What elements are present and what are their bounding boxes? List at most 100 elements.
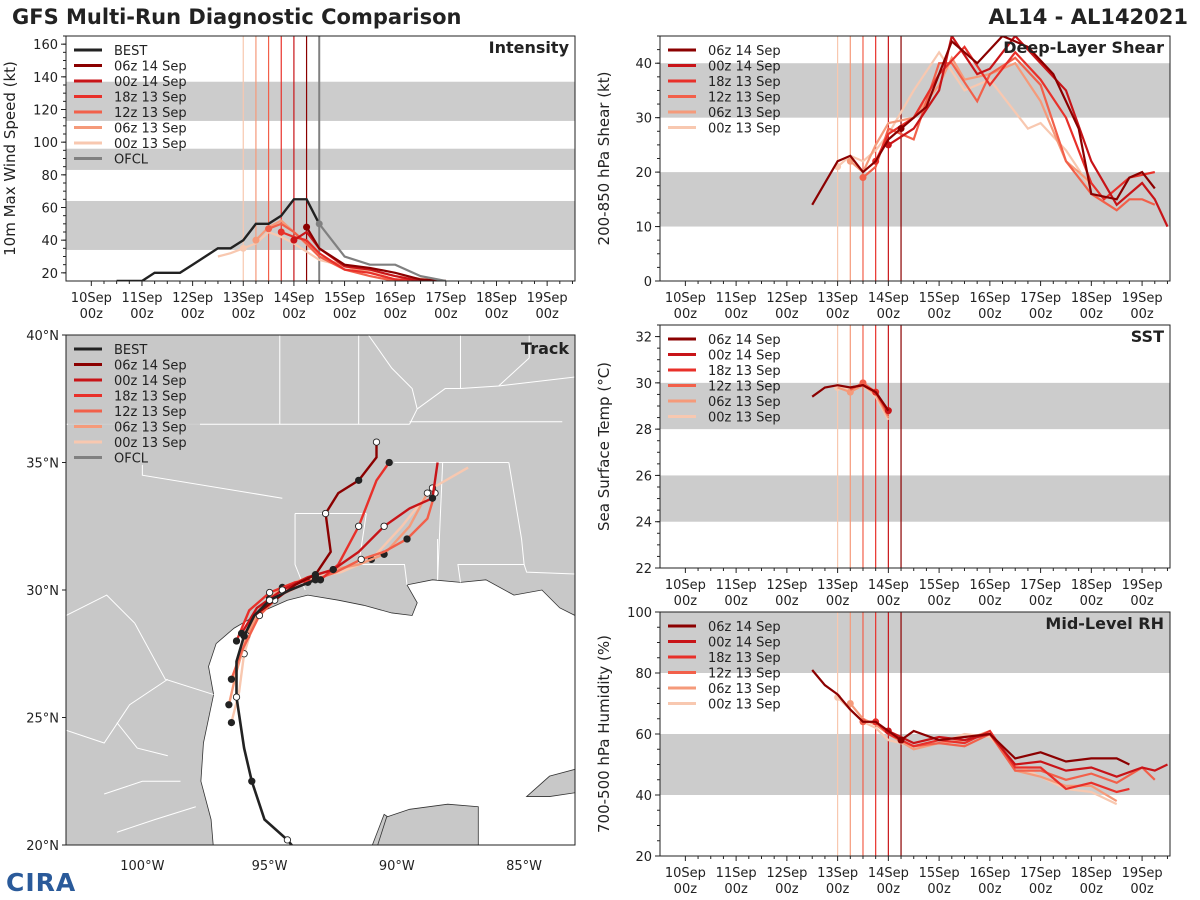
y-axis-label: Sea Surface Temp (°C) [595,362,613,531]
track-point [225,701,233,709]
panel-title: SST [1131,327,1164,346]
track-point [428,494,437,502]
sst-panel: 22242628303210Sep00z11Sep00z12Sep00z13Se… [595,324,1171,609]
x-tick-hour: 00z [1080,594,1104,609]
x-tick-hour: 00z [674,307,698,322]
legend-label: 06z 14 Sep [114,60,187,75]
series-line-06z-14-Sep [305,226,446,281]
state-border [409,357,530,425]
y-tick-label: 30 [635,112,652,127]
x-tick-hour: 00z [535,307,559,322]
x-tick-hour: 00z [877,307,901,322]
track-line-12z-13-Sep [230,492,437,680]
x-tick-hour: 00z [1130,882,1154,897]
y-tick-label: 20 [635,850,652,865]
track-point [329,565,337,574]
x-tick-day: 12Sep [172,291,213,306]
threshold-band [66,148,575,170]
series-line-06z-14-Sep [811,384,890,412]
x-tick-hour: 00z [775,594,799,609]
x-tick-hour: 00z [333,307,357,322]
x-tick-day: 10Sep [665,866,706,881]
panel-title: Mid-Level RH [1045,614,1164,633]
legend-label: 12z 13 Sep [708,91,781,106]
x-tick-day: 17Sep [425,291,466,306]
state-border [134,622,214,696]
x-tick-day: 18Sep [1071,866,1112,881]
legend-label: 12z 13 Sep [708,667,781,682]
lon-tick-label: 90°W [379,859,415,874]
y-tick-label: 28 [635,423,652,438]
legend-label: 12z 13 Sep [708,380,781,395]
series-line-06z-13-Sep [849,55,1093,184]
init-marker [290,236,298,244]
x-tick-hour: 00z [130,307,154,322]
legend-label: 18z 13 Sep [708,651,781,666]
init-marker [897,125,905,133]
init-marker [252,236,260,244]
series-line-06z-14-Sep [811,669,1130,766]
y-tick-label: 20 [41,267,58,282]
x-tick-day: 19Sep [1122,866,1163,881]
x-tick-hour: 00z [775,307,799,322]
x-tick-day: 14Sep [868,578,909,593]
track-point [403,535,411,543]
x-tick-day: 18Sep [1071,291,1112,306]
legend-label: 06z 14 Sep [708,44,781,59]
legend-label: 18z 13 Sep [708,75,781,90]
init-marker [239,244,247,252]
x-tick-day: 19Sep [527,291,568,306]
x-tick-day: 14Sep [868,866,909,881]
track-point [227,718,236,727]
series-line-12z-13-Sep [268,222,431,281]
y-tick-label: 140 [33,71,58,86]
panel-title: Deep-Layer Shear [1003,38,1164,57]
series-line-00z-14-Sep [293,230,438,281]
best-track-point [248,777,256,785]
state-border [116,806,196,833]
axes-frame [659,324,1171,569]
x-tick-day: 14Sep [273,291,314,306]
series-line-00z-14-Sep [887,730,1168,778]
legend-label: 00z 13 Sep [114,137,187,152]
state-border [358,513,408,585]
init-marker [265,225,273,233]
lat-tick-label: 20°N [26,839,59,854]
y-tick-label: 100 [627,606,652,621]
x-tick-day: 10Sep [71,291,112,306]
y-tick-label: 80 [635,667,652,682]
x-tick-hour: 00z [724,307,748,322]
x-tick-hour: 00z [434,307,458,322]
state-border [498,376,575,387]
legend-label: BEST [114,343,147,358]
x-tick-hour: 00z [282,307,306,322]
x-tick-day: 13Sep [223,291,264,306]
series-line-06z-14-Sep [811,36,1156,206]
legend-box [68,337,200,465]
legend-label: 06z 14 Sep [708,620,781,635]
x-tick-day: 12Sep [766,578,807,593]
threshold-band [660,612,1170,673]
legend-label: 00z 14 Sep [708,349,781,364]
best-track [235,578,316,845]
x-tick-day: 16Sep [969,866,1010,881]
x-tick-day: 19Sep [1122,578,1163,593]
track-point [265,588,274,597]
init-marker [277,228,285,236]
x-tick-day: 13Sep [817,578,858,593]
shear-panel: 01020304010Sep00z11Sep00z12Sep00z13Sep00… [595,35,1171,322]
x-tick-day: 14Sep [868,291,909,306]
y-tick-label: 32 [635,331,652,346]
x-tick-day: 19Sep [1122,291,1163,306]
legend-label: BEST [114,44,147,59]
x-tick-hour: 00z [1080,307,1104,322]
legend-label: 00z 13 Sep [708,122,781,137]
track-point [355,476,363,484]
track-point [227,675,236,683]
y-axis-label: 10m Max Wind Speed (kt) [1,61,19,256]
legend-label: 06z 13 Sep [114,421,187,436]
legend-label: 00z 13 Sep [708,698,781,713]
track-point [380,522,388,530]
x-tick-hour: 00z [384,307,408,322]
x-tick-hour: 00z [1029,882,1053,897]
